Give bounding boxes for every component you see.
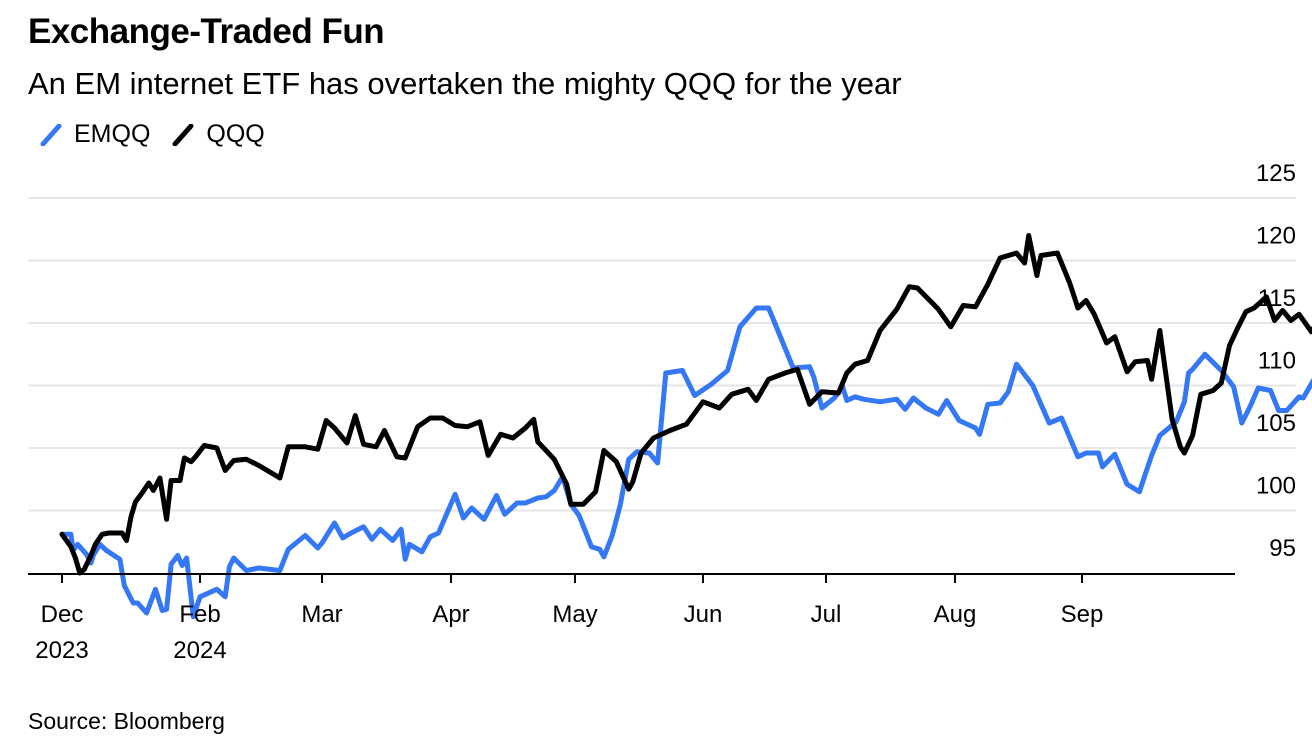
x-tick-label: Jun	[684, 601, 723, 628]
y-tick-label: 105	[1256, 410, 1296, 437]
x-tick-year-label: 2024	[173, 637, 226, 664]
x-tick-label: Feb	[179, 601, 220, 628]
y-tick-label: 125	[1256, 160, 1296, 187]
x-tick-label: May	[552, 601, 597, 628]
x-axis: Dec 2023 Feb 2024 Mar Apr May Jun Jul Aug Sep	[28, 573, 1235, 664]
legend-swatch-qqq	[172, 123, 194, 146]
y-tick-label: 120	[1256, 223, 1296, 250]
legend-label-qqq: QQQ	[206, 120, 265, 148]
series-lines	[59, 233, 1312, 620]
series-line-qqq	[59, 233, 1312, 576]
legend-swatch-emqq	[40, 123, 62, 146]
legend-item-qqq: QQQ	[172, 120, 265, 149]
x-tick-label: Jul	[811, 601, 842, 628]
x-tick-label: Aug	[934, 601, 977, 628]
y-tick-label: 95	[1269, 535, 1296, 562]
gridlines	[28, 197, 1296, 512]
source-note: Source: Bloomberg	[28, 708, 225, 734]
chart-title: Exchange-Traded Fun	[28, 12, 385, 51]
legend-item-emqq: EMQQ	[40, 120, 150, 149]
x-tick-label: Mar	[301, 601, 342, 628]
x-tick-label: Dec	[41, 601, 84, 628]
y-tick-label: 100	[1256, 473, 1296, 500]
legend-label-emqq: EMQQ	[74, 120, 151, 148]
y-tick-label: 110	[1258, 348, 1296, 375]
x-tick-label: Sep	[1061, 601, 1104, 628]
x-tick-year-label: 2023	[35, 637, 88, 664]
series-line-emqq	[59, 305, 1312, 620]
chart-subtitle: An EM internet ETF has overtaken the mig…	[28, 66, 902, 101]
legend: EMQQ QQQ	[40, 120, 287, 149]
x-tick-label: Apr	[432, 601, 469, 628]
